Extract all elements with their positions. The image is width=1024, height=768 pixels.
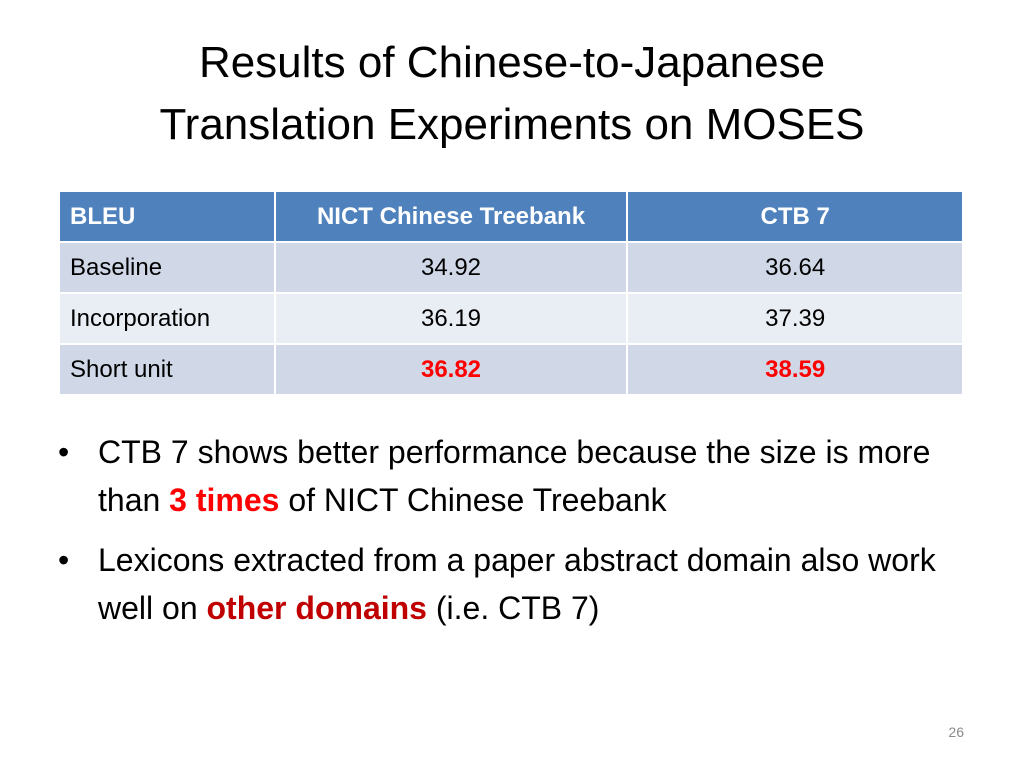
bullet-text-end: (i.e. CTB 7) bbox=[426, 590, 600, 626]
bullet-marker: • bbox=[58, 434, 70, 470]
row-label: Baseline bbox=[58, 241, 276, 294]
cell-ctb7-value: 36.64 bbox=[626, 241, 964, 294]
slide-title-line-1: Results of Chinese-to-Japanese bbox=[198, 38, 826, 87]
row-label: Incorporation bbox=[58, 292, 276, 345]
cell-ctb7-value: 37.39 bbox=[626, 292, 964, 345]
bullet-item-size: • CTB 7 shows better performance because… bbox=[58, 428, 978, 524]
header-bleu: BLEU bbox=[58, 190, 276, 243]
slide-title-line-2: Translation Experiments on MOSES bbox=[159, 100, 865, 149]
header-ctb7: CTB 7 bbox=[626, 190, 964, 243]
slide-title: Results of Chinese-to-Japanese Translati… bbox=[0, 32, 1024, 156]
header-nict-chinese-treebank: NICT Chinese Treebank bbox=[273, 190, 629, 243]
bullet-list: • CTB 7 shows better performance because… bbox=[58, 428, 978, 644]
table-header-row: BLEU NICT Chinese Treebank CTB 7 bbox=[58, 190, 964, 243]
row-label: Short unit bbox=[58, 343, 276, 396]
cell-nict-value: 34.92 bbox=[273, 241, 629, 294]
cell-nict-value: 36.19 bbox=[273, 292, 629, 345]
results-table: BLEU NICT Chinese Treebank CTB 7 Baselin… bbox=[58, 190, 964, 396]
bullet-text: Lexicons extracted from a paper abstract… bbox=[98, 542, 936, 626]
bullet-highlight: 3 times bbox=[169, 482, 280, 518]
bullet-highlight: other domains bbox=[206, 590, 427, 626]
table-row-baseline: Baseline 34.92 36.64 bbox=[58, 241, 964, 294]
cell-ctb7-value-best: 38.59 bbox=[626, 343, 964, 396]
table-row-incorporation: Incorporation 36.19 37.39 bbox=[58, 292, 964, 345]
bullet-marker: • bbox=[58, 542, 70, 578]
bullet-text-end: of NICT Chinese Treebank bbox=[279, 482, 667, 518]
bullet-text: CTB 7 shows better performance because t… bbox=[98, 434, 931, 518]
page-number: 26 bbox=[948, 724, 964, 740]
bullet-item-domains: • Lexicons extracted from a paper abstra… bbox=[58, 536, 978, 632]
table-row-short-unit: Short unit 36.82 38.59 bbox=[58, 343, 964, 396]
cell-nict-value-best: 36.82 bbox=[273, 343, 629, 396]
